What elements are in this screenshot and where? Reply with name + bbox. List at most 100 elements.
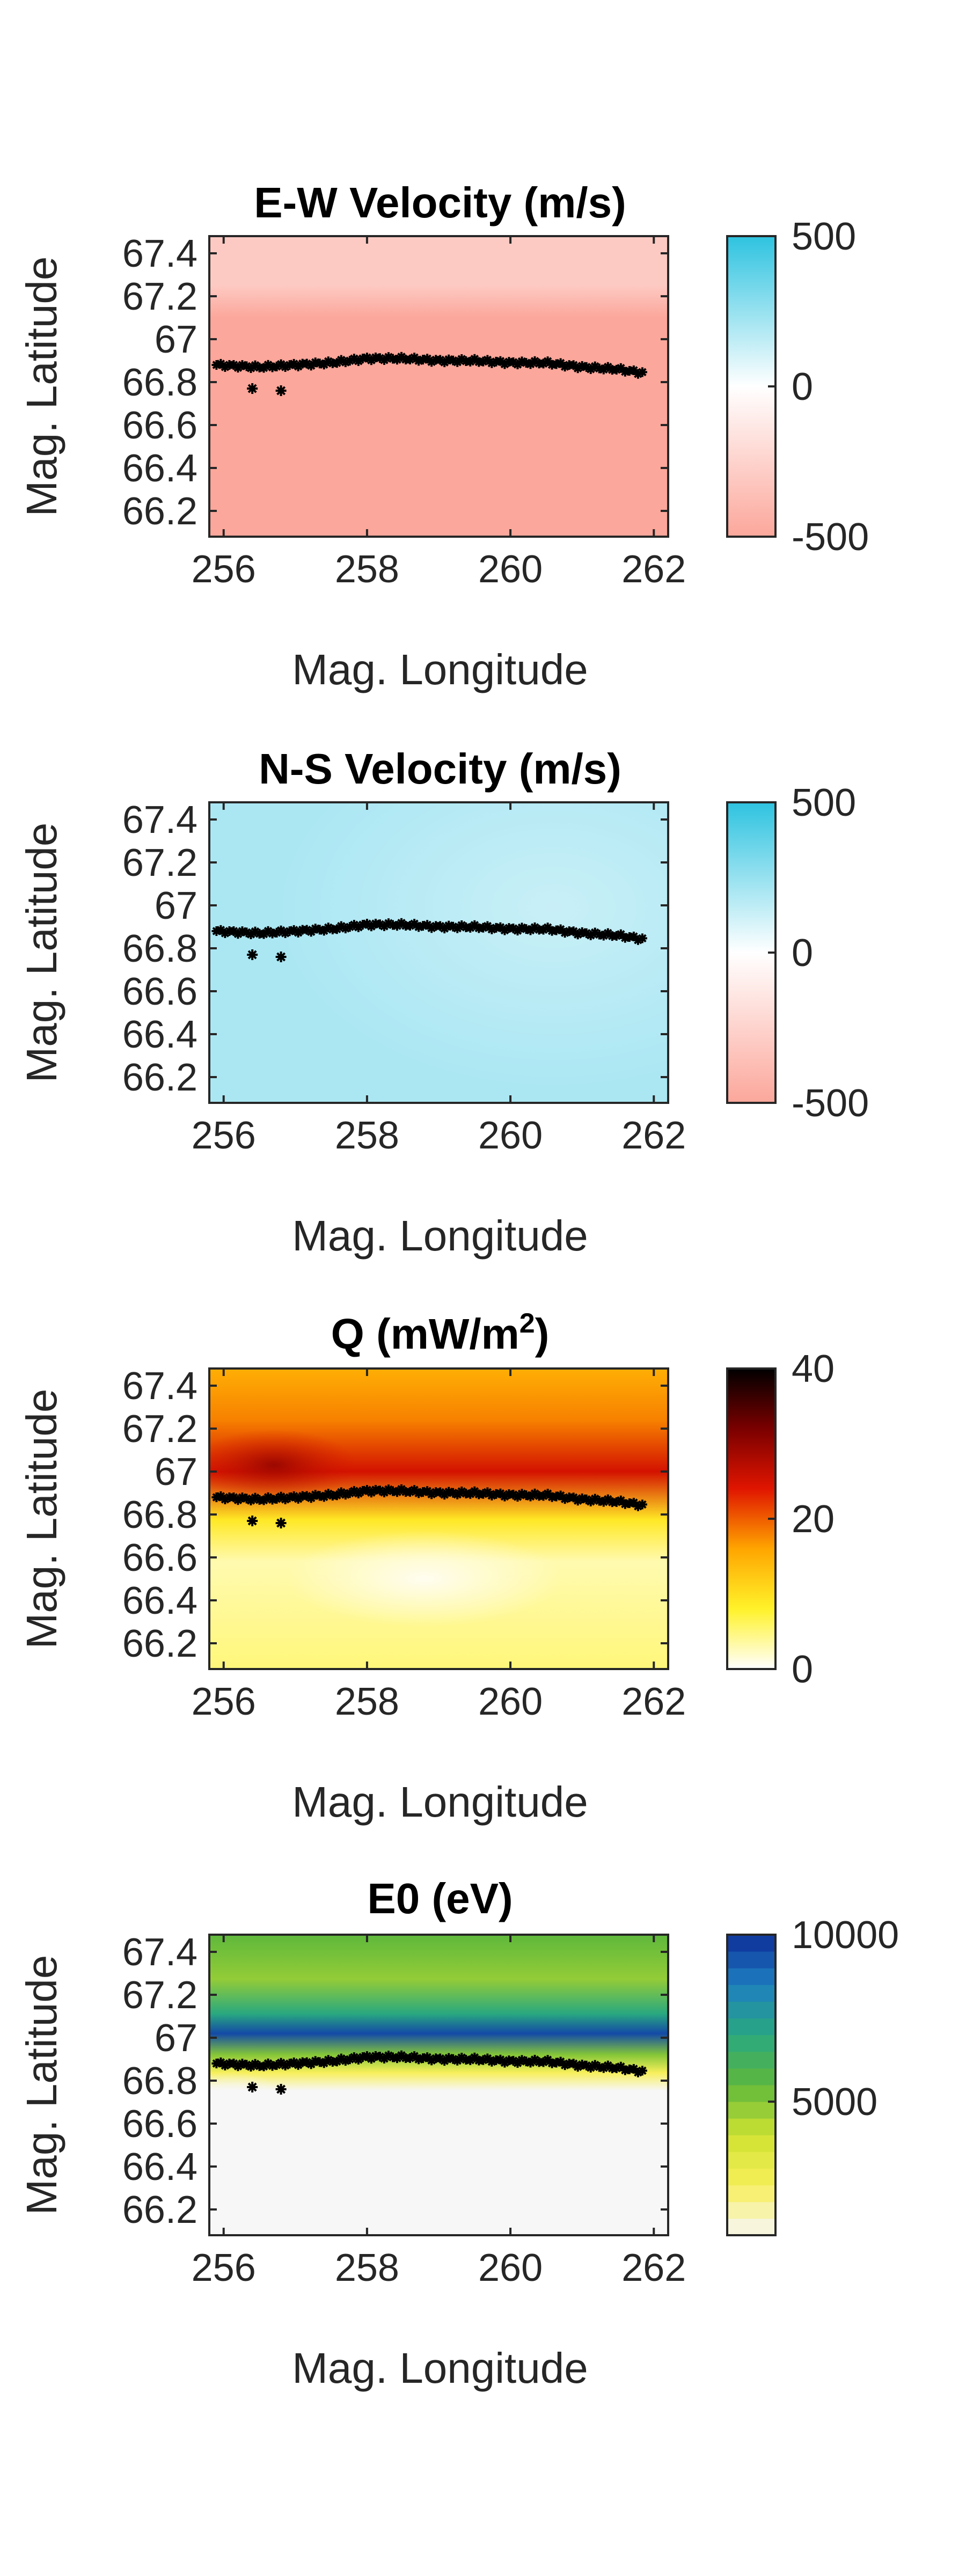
colorbar: 10000 5000: [726, 1914, 899, 2236]
boundary-star: [637, 933, 647, 943]
y-tick-label: 66.2: [122, 1056, 197, 1099]
x-tick-label: 258: [335, 2246, 399, 2289]
x-axis-label: Mag. Longitude: [292, 646, 588, 693]
y-tick-label: 66.2: [122, 2189, 197, 2231]
boundary-star: [247, 383, 258, 394]
y-tick-label: 66.6: [122, 404, 197, 447]
colorbar-level: [727, 2068, 775, 2085]
colorbar-level: [727, 1968, 775, 1985]
colorbar-level: [727, 2185, 775, 2202]
heatmap-shading: [209, 802, 668, 1103]
heatmap-blob: [209, 2072, 323, 2235]
colorbar-level: [727, 2102, 775, 2119]
boundary-stars: [211, 2050, 647, 2095]
panel-q-energy-flux: Q (mW/m2) Mag. Longitude Mag. Latitude 2…: [18, 1308, 835, 1826]
y-axis-label: Mag. Latitude: [18, 257, 65, 517]
boundary-stars: [211, 918, 647, 962]
y-tick-label: 66.8: [122, 927, 197, 970]
y-tick-label: 66.6: [122, 2103, 197, 2146]
y-axis-label: Mag. Latitude: [18, 823, 65, 1083]
y-tick-label: 67.4: [122, 1365, 197, 1408]
x-tick-label: 256: [192, 1114, 256, 1157]
colorbar: 500 0 -500: [726, 781, 869, 1125]
boundary-stars: [211, 352, 647, 396]
y-tick-label: 66.6: [122, 970, 197, 1013]
panel-ns-velocity: N-S Velocity (m/s) Mag. Longitude Mag. L…: [18, 745, 869, 1260]
colorbar-tick-label: 500: [792, 781, 856, 824]
y-tick-label: 66.4: [122, 1579, 197, 1622]
x-tick-label: 262: [621, 548, 686, 591]
colorbar: 40 20 0: [726, 1348, 835, 1691]
boundary-star: [478, 923, 488, 933]
panel-title: N-S Velocity (m/s): [259, 745, 621, 793]
panel-title-superscript: 2: [519, 1308, 535, 1339]
y-tick-label: 66.2: [122, 490, 197, 533]
x-tick-label: 258: [335, 548, 399, 591]
y-tick-label: 66.8: [122, 2060, 197, 2103]
y-tick-label: 66.8: [122, 1494, 197, 1536]
y-axis-label: Mag. Latitude: [18, 1389, 65, 1649]
colorbar-tick-label: 0: [792, 365, 813, 408]
y-tick-label: 66.2: [122, 1622, 197, 1665]
colorbar-level: [727, 2151, 775, 2169]
heatmap-blob: [209, 1429, 357, 1502]
y-tick-label: 67: [155, 884, 197, 927]
heatmap-blob: [287, 1531, 562, 1627]
colorbar-tick-label: -500: [792, 516, 869, 559]
y-tick-label: 67.2: [122, 1974, 197, 2017]
y-tick-label: 67.4: [122, 232, 197, 275]
y-tick-label: 66.4: [122, 2146, 197, 2189]
axes-frame: [208, 1934, 669, 2236]
colorbar-tick-label: 500: [792, 215, 856, 258]
y-tick-label: 67.2: [122, 275, 197, 318]
panel-title-end: ): [535, 1310, 550, 1358]
boundary-star: [633, 369, 643, 379]
boundary-star: [340, 924, 350, 934]
boundary-star: [340, 357, 350, 368]
x-tick-label: 260: [478, 2246, 543, 2289]
x-tick-label: 258: [335, 1114, 399, 1157]
axes-frame: [208, 801, 669, 1104]
panel-title: E-W Velocity (m/s): [254, 179, 626, 226]
colorbar-tick-label: 0: [792, 1648, 813, 1691]
boundary-stars: [211, 1484, 647, 1528]
boundary-star: [275, 2084, 287, 2095]
heatmap-field: [209, 1935, 668, 2235]
colorbar-gradient: [727, 802, 775, 1103]
colorbar-level: [727, 2085, 775, 2102]
boundary-star: [637, 1499, 647, 1510]
boundary-star: [275, 952, 287, 962]
panel-title: Q (mW/m2): [331, 1308, 550, 1358]
colorbar-gradient: [727, 236, 775, 537]
axes-frame: [208, 1367, 669, 1670]
boundary-star: [275, 1518, 287, 1528]
heatmap-field: [209, 1368, 668, 1669]
x-axis-label: Mag. Longitude: [292, 1778, 588, 1826]
boundary-star: [275, 385, 287, 396]
panel-e0-characteristic-energy: E0 (eV) Mag. Longitude Mag. Latitude 256…: [18, 1875, 899, 2392]
x-tick-label: 256: [192, 548, 256, 591]
x-axis-label: Mag. Longitude: [292, 2344, 588, 2392]
colorbar-tick-label: 5000: [792, 2081, 877, 2124]
boundary-star: [247, 949, 258, 960]
colorbar-tick-label: 40: [792, 1348, 835, 1391]
x-tick-label: 260: [478, 1680, 543, 1723]
boundary-star: [247, 2082, 258, 2092]
y-tick-label: 67: [155, 2017, 197, 2060]
x-axis-label: Mag. Longitude: [292, 1212, 588, 1260]
y-tick-label: 67.4: [122, 799, 197, 841]
boundary-star: [392, 921, 402, 931]
colorbar-level: [727, 1951, 775, 1968]
y-tick-label: 67.4: [122, 1931, 197, 1974]
panel-ew-velocity: E-W Velocity (m/s) Mag. Longitude Mag. L…: [18, 179, 869, 693]
colorbar-level: [727, 1985, 775, 2002]
colorbar-gradient: [727, 1368, 775, 1669]
x-tick-label: 258: [335, 1680, 399, 1723]
boundary-star: [568, 360, 579, 370]
colorbar-level: [727, 2168, 775, 2186]
colorbar-level: [727, 2035, 775, 2052]
boundary-star: [637, 2066, 647, 2076]
colorbar-level: [727, 2135, 775, 2152]
colorbar-tick-label: 20: [792, 1498, 835, 1541]
boundary-star: [637, 367, 647, 377]
